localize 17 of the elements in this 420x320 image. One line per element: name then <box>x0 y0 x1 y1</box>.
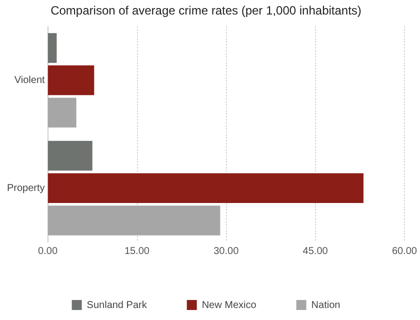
x-tick-label: 15.00 <box>124 246 150 257</box>
x-tick-label: 30.00 <box>214 246 240 257</box>
legend-label: Nation <box>311 300 340 311</box>
bar <box>48 140 92 171</box>
bar <box>48 173 364 203</box>
bar <box>48 33 57 63</box>
y-tick-label: Property <box>6 182 45 194</box>
bar <box>48 65 94 96</box>
bar <box>48 206 220 236</box>
bar <box>48 98 76 128</box>
legend-label: Sunland Park <box>86 300 148 311</box>
y-tick-label: Violent <box>14 75 46 86</box>
x-tick-label: 45.00 <box>302 246 328 257</box>
legend-label: New Mexico <box>202 300 257 311</box>
chart-title: Comparison of average crime rates (per 1,000 inhabitants) <box>50 4 362 18</box>
x-tick-label: 0.00 <box>38 246 58 257</box>
x-tick-label: 60.00 <box>392 246 418 257</box>
